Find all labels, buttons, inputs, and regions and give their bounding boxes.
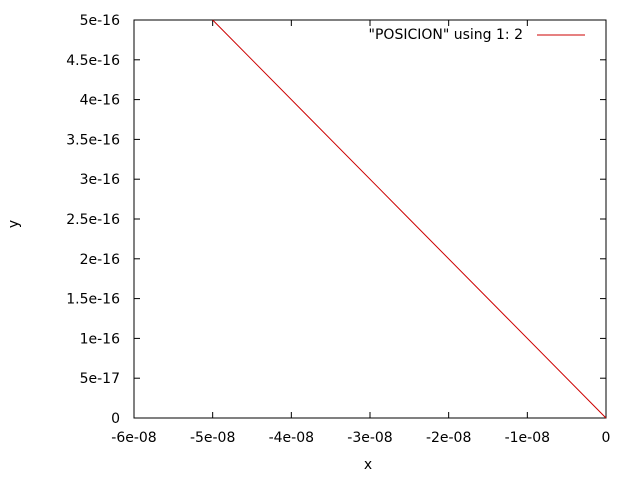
x-axis-label: x	[364, 457, 372, 473]
legend: "POSICION" using 1: 2	[369, 27, 585, 43]
y-axis-label: y	[6, 220, 22, 228]
axis-ticks	[133, 19, 607, 419]
y-tick-label: 5e-17	[80, 371, 120, 387]
plot-frame	[133, 19, 607, 419]
y-tick-label: 2e-16	[80, 252, 120, 268]
x-tick-label: -1e-08	[505, 430, 550, 446]
x-tick-label: -6e-08	[111, 430, 156, 446]
x-tick-label: -2e-08	[426, 430, 471, 446]
x-tick-label: 0	[602, 430, 611, 446]
x-tick-label: -5e-08	[190, 430, 235, 446]
y-tick-label: 4.5e-16	[66, 53, 120, 69]
y-tick-label: 3.5e-16	[66, 132, 120, 148]
series-line	[212, 19, 607, 419]
y-tick-label: 4e-16	[80, 93, 120, 109]
y-tick-labels: 0 5e-17 1e-16 1.5e-16 2e-16 2.5e-16 3e-16 3.5e-…	[66, 13, 120, 427]
legend-label: "POSICION" using 1: 2	[369, 27, 523, 43]
x-tick-labels: -6e-08 -5e-08 -4e-08 -3e-08 -2e-08 -1e-08 0	[111, 430, 610, 446]
y-tick-label: 1.5e-16	[66, 292, 120, 308]
y-tick-label: 0	[111, 411, 120, 427]
y-tick-label: 5e-16	[80, 13, 120, 29]
series-layer	[212, 19, 607, 419]
y-tick-label: 3e-16	[80, 172, 120, 188]
y-tick-label: 1e-16	[80, 331, 120, 347]
x-tick-label: -3e-08	[347, 430, 392, 446]
x-tick-label: -4e-08	[269, 430, 314, 446]
y-tick-label: 2.5e-16	[66, 212, 120, 228]
